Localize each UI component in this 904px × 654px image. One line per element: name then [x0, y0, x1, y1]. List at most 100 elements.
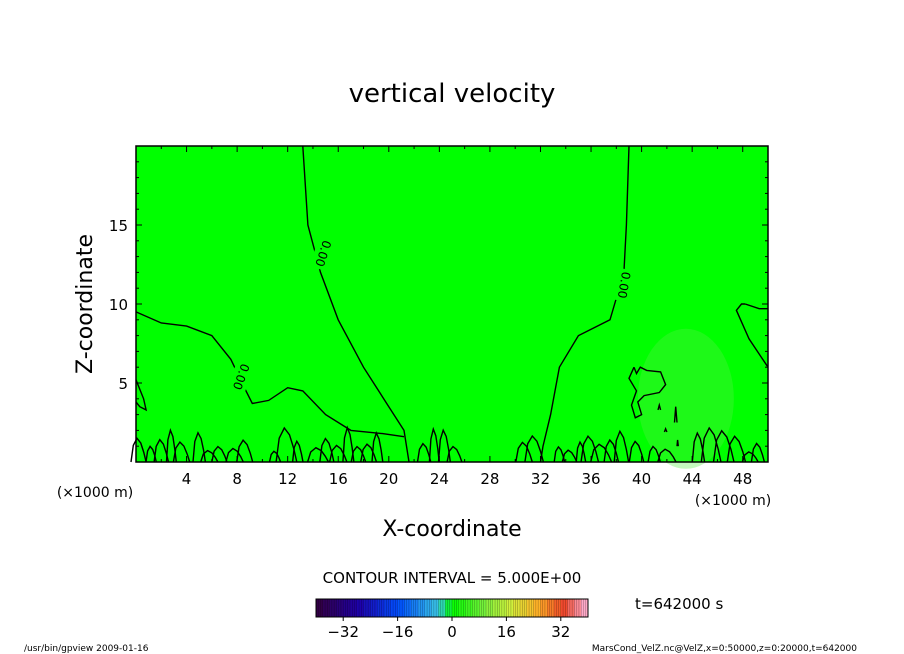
contour-line	[663, 426, 668, 433]
colorbar-cell	[567, 599, 575, 617]
colorbar-cell	[486, 599, 494, 617]
contour-label-bg	[309, 235, 337, 272]
x-tick-label: 40	[632, 470, 651, 488]
colorbar-tick-label: 16	[497, 623, 516, 641]
surface-contour	[350, 445, 367, 463]
colorbar-cell	[336, 599, 344, 617]
colorbar-cell	[397, 599, 405, 617]
surface-contour	[319, 437, 335, 463]
surface-contour	[130, 437, 147, 463]
colorbar-cell	[526, 599, 534, 617]
colorbar-cell	[356, 599, 364, 617]
surface-contour	[561, 449, 578, 463]
contour-lines	[130, 145, 769, 469]
colorbar-cell	[540, 599, 548, 617]
surface-contour	[211, 445, 228, 463]
colorbar-cell	[520, 599, 528, 617]
colorbar-cell	[377, 599, 385, 617]
colorbar-cell	[513, 599, 521, 617]
colorbar-cell	[465, 599, 473, 617]
y-axis-ticks: 5 10 15	[109, 161, 768, 447]
colorbar-tick-label: 32	[551, 623, 570, 641]
surface-contour	[590, 443, 613, 463]
contour-label-bg	[226, 358, 255, 395]
x-tick-label: 24	[430, 470, 449, 488]
surface-contour	[446, 445, 463, 463]
contour-labels: 0.000.000.00	[226, 235, 636, 395]
surface-contour	[268, 450, 282, 463]
x-tick-label: 44	[683, 470, 702, 488]
contour-line	[676, 439, 679, 447]
contour-line	[539, 145, 630, 463]
weak-updraft-patch	[637, 328, 734, 469]
x-tick-label: 32	[531, 470, 550, 488]
colorbar-cell	[404, 599, 412, 617]
footer-left: /usr/bin/gpview 2009-01-16	[24, 644, 149, 654]
colorbar-cell	[533, 599, 541, 617]
surface-contour	[225, 447, 244, 463]
y-axis-label: Z-coordinate	[73, 234, 98, 374]
y-tick-label: 5	[118, 375, 128, 393]
footer-right: MarsCond_VelZ.nc@VelZ,x=0:50000,z=0:2000…	[592, 644, 857, 654]
colorbar-cell	[438, 599, 446, 617]
surface-contour	[172, 441, 191, 463]
colorbar-cell	[329, 599, 337, 617]
colorbar-cell	[472, 599, 480, 617]
plot-area: 0.000.000.00 4 8 12 16 20 24 28 32 36 40 44 48 5101…	[109, 145, 769, 488]
time-text: t=642000 s	[635, 595, 723, 613]
surface-contour	[700, 426, 722, 463]
colorbar-cell	[547, 599, 555, 617]
x-tick-label: 12	[278, 470, 297, 488]
surface-contour	[360, 443, 378, 463]
surface-contour	[603, 438, 620, 463]
contour-line	[302, 145, 410, 463]
surface-contour	[726, 435, 747, 463]
colorbar	[315, 598, 589, 618]
surface-contour	[575, 440, 587, 463]
surface-contour	[371, 431, 384, 463]
surface-contour	[236, 439, 254, 463]
y-tick-label: 15	[109, 217, 128, 235]
colorbar-cell	[560, 599, 568, 617]
surface-contour	[628, 440, 645, 463]
surface-contour	[291, 439, 304, 463]
x-tick-label: 28	[480, 470, 499, 488]
surface-contour	[657, 448, 677, 463]
contour-label: 0.00	[615, 271, 633, 300]
contour-line	[135, 379, 148, 412]
colorbar-cell	[492, 599, 500, 617]
x-unit-left: (×1000 m)	[57, 485, 133, 501]
contour-line	[735, 303, 769, 368]
colorbar-cell	[499, 599, 507, 617]
colorbar-cell	[384, 599, 392, 617]
colorbar-cell	[350, 599, 358, 617]
colorbar-cell	[343, 599, 351, 617]
x-tick-label: 36	[581, 470, 600, 488]
surface-contour	[712, 429, 735, 463]
colorbar-cell	[316, 599, 324, 617]
colorbar-ticks: −32 −16 0 16 32	[327, 617, 570, 641]
contour-line	[673, 406, 678, 423]
surface-contour	[515, 441, 533, 463]
colorbar-cell	[424, 599, 432, 617]
colorbar-cell	[418, 599, 426, 617]
colorbar-cell	[370, 599, 378, 617]
contour-line	[628, 366, 667, 419]
surface-contour	[200, 449, 219, 463]
surface-contour	[750, 442, 766, 463]
colorbar-tick-label: −16	[382, 623, 414, 641]
surface-contour	[580, 434, 600, 463]
colorbar-cell	[445, 599, 453, 617]
colorbar-cell	[479, 599, 487, 617]
surface-contour	[192, 431, 207, 463]
contour-interval-text: CONTOUR INTERVAL = 5.000E+00	[323, 569, 582, 587]
x-tick-label: 20	[379, 470, 398, 488]
surface-contour	[306, 446, 330, 463]
chart-title: vertical velocity	[349, 79, 556, 109]
colorbar-cell	[574, 599, 582, 617]
x-axis-label: X-coordinate	[382, 517, 521, 542]
surface-contour	[328, 444, 348, 463]
x-tick-label: 48	[733, 470, 752, 488]
surface-contour	[342, 425, 355, 463]
